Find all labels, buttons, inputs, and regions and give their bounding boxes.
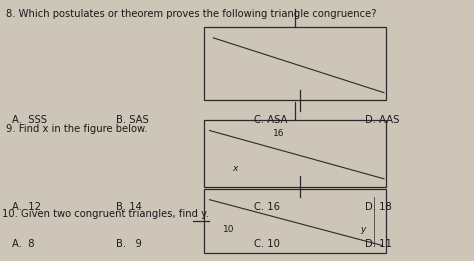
Text: 8. Which postulates or theorem proves the following triangle congruence?: 8. Which postulates or theorem proves th… bbox=[6, 9, 376, 19]
Text: x: x bbox=[232, 164, 237, 173]
Text: B. 14: B. 14 bbox=[116, 202, 142, 212]
Text: D. 18: D. 18 bbox=[365, 202, 392, 212]
Text: B. SAS: B. SAS bbox=[116, 115, 149, 125]
Text: D. AAS: D. AAS bbox=[365, 115, 400, 125]
Text: A.  12: A. 12 bbox=[12, 202, 41, 212]
Text: D. 11: D. 11 bbox=[365, 239, 392, 249]
Bar bbox=[204, 189, 386, 253]
Bar bbox=[204, 27, 386, 100]
Text: B.   9: B. 9 bbox=[116, 239, 142, 249]
Text: 9. Find x in the figure below.: 9. Find x in the figure below. bbox=[6, 124, 147, 134]
Text: 10. Given two congruent triangles, find y.: 10. Given two congruent triangles, find … bbox=[2, 209, 209, 219]
Text: y: y bbox=[360, 225, 365, 234]
Text: C. 16: C. 16 bbox=[254, 202, 280, 212]
Text: 16: 16 bbox=[273, 129, 285, 138]
Text: C. 10: C. 10 bbox=[254, 239, 280, 249]
Text: 10: 10 bbox=[223, 225, 234, 234]
Text: A.  SSS: A. SSS bbox=[12, 115, 47, 125]
Text: A.  8: A. 8 bbox=[12, 239, 34, 249]
Text: C. ASA: C. ASA bbox=[254, 115, 287, 125]
Bar bbox=[204, 120, 386, 187]
